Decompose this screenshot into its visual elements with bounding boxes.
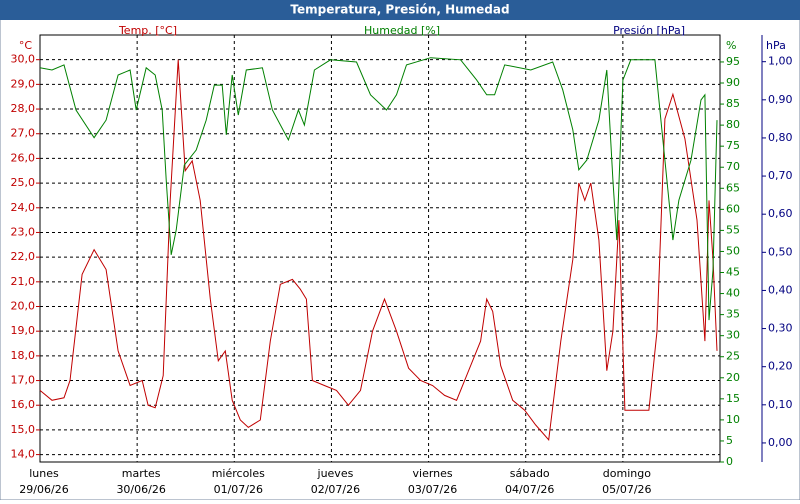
- y2-tick-label: 10: [726, 413, 740, 426]
- x-tick-date: 03/07/26: [408, 483, 457, 496]
- y2-tick-label: 5: [726, 434, 733, 447]
- y-label: Temp. [°C]: [118, 24, 177, 37]
- x-tick-label: lunes: [29, 467, 59, 480]
- y2-tick-label: 30: [726, 329, 740, 342]
- y-tick-label: 17,0: [11, 374, 36, 387]
- y3-tick-label: 0,70: [768, 169, 793, 182]
- y2-tick-label: 90: [726, 76, 740, 89]
- y-tick-label: 22,0: [11, 250, 36, 263]
- x-tick-date: 04/07/26: [505, 483, 554, 496]
- x-tick-date: 05/07/26: [602, 483, 651, 496]
- y2-tick-label: 35: [726, 308, 740, 321]
- y-tick-label: 15,0: [11, 423, 36, 436]
- y-tick-label: 25,0: [11, 176, 36, 189]
- y2-tick-label: 45: [726, 266, 740, 279]
- y3-tick-label: 0,40: [768, 283, 793, 296]
- x-tick-date: 01/07/26: [214, 483, 263, 496]
- y2-tick-label: 55: [726, 223, 740, 236]
- y-tick-label: 30,0: [11, 53, 36, 66]
- y-tick-label: 27,0: [11, 127, 36, 140]
- y-tick-label: 23,0: [11, 225, 36, 238]
- x-tick-label: sábado: [510, 467, 550, 480]
- y-tick-label: 19,0: [11, 324, 36, 337]
- y3-label: Presión [hPa]: [613, 24, 685, 37]
- y2-tick-label: 80: [726, 118, 740, 131]
- y2-tick-label: 70: [726, 160, 740, 173]
- x-tick-date: 30/06/26: [116, 483, 165, 496]
- series-line: [39, 59, 718, 441]
- y2-tick-label: 50: [726, 244, 740, 257]
- y-unit: °C: [19, 39, 33, 52]
- y2-tick-label: 15: [726, 392, 740, 405]
- y-tick-label: 29,0: [11, 77, 36, 90]
- x-tick-label: domingo: [603, 467, 651, 480]
- x-tick-date: 02/07/26: [311, 483, 360, 496]
- y2-tick-label: 75: [726, 139, 740, 152]
- y3-tick-label: 0,90: [768, 93, 793, 106]
- y2-label: Humedad [%]: [364, 24, 440, 37]
- y3-tick-label: 0,60: [768, 207, 793, 220]
- chart-title: Temperatura, Presión, Humedad: [290, 3, 509, 17]
- y-tick-label: 16,0: [11, 398, 36, 411]
- y-tick-label: 20,0: [11, 300, 36, 313]
- y-tick-label: 21,0: [11, 275, 36, 288]
- y-tick-label: 18,0: [11, 349, 36, 362]
- y-tick-label: 24,0: [11, 201, 36, 214]
- y3-tick-label: 0,80: [768, 131, 793, 144]
- x-tick-label: miércoles: [212, 467, 265, 480]
- y3-tick-label: 0,50: [768, 245, 793, 258]
- y2-tick-label: 40: [726, 287, 740, 300]
- y2-tick-label: 65: [726, 181, 740, 194]
- y2-tick-label: 60: [726, 202, 740, 215]
- y-tick-label: 26,0: [11, 151, 36, 164]
- y2-tick-label: 85: [726, 97, 740, 110]
- plot-area: [39, 34, 721, 463]
- y3-tick-label: 0,20: [768, 360, 793, 373]
- x-tick-label: viernes: [413, 467, 453, 480]
- y3-tick-label: 0,30: [768, 322, 793, 335]
- y2-tick-label: 25: [726, 350, 740, 363]
- y2-tick-label: 0: [726, 455, 733, 468]
- y3-tick-label: 1,00: [768, 55, 793, 68]
- x-tick-date: 29/06/26: [19, 483, 68, 496]
- x-tick-label: martes: [122, 467, 161, 480]
- y-tick-label: 28,0: [11, 102, 36, 115]
- y2-tick-label: 20: [726, 371, 740, 384]
- y3-tick-label: 0,00: [768, 436, 793, 449]
- y-tick-label: 14,0: [11, 448, 36, 461]
- y3-unit: hPa: [766, 39, 786, 52]
- y2-unit: %: [726, 39, 736, 52]
- y3-tick-label: 0,10: [768, 398, 793, 411]
- y2-tick-label: 95: [726, 55, 740, 68]
- x-tick-label: jueves: [317, 467, 354, 480]
- title-bar: [0, 0, 800, 20]
- series-line: [39, 57, 718, 321]
